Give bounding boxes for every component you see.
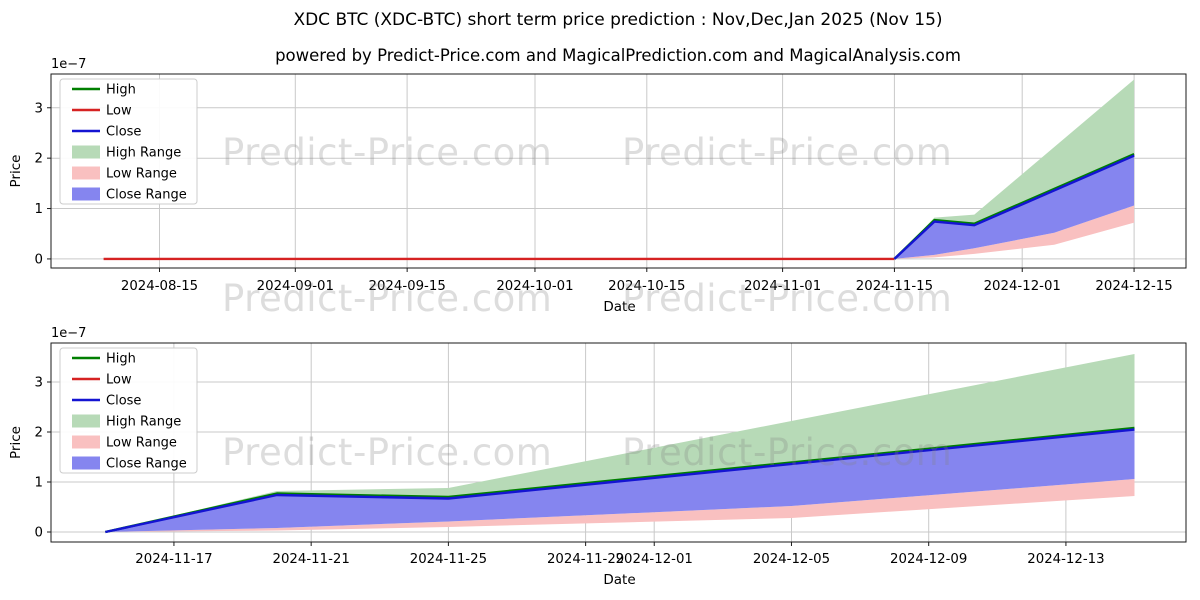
y-tick-label: 3	[35, 101, 43, 116]
x-tick-label: 2024-12-01	[984, 279, 1061, 294]
y-offset-label: 1e−7	[51, 57, 86, 72]
legend-label: High Range	[106, 415, 181, 430]
y-axis-label: Price	[8, 426, 24, 459]
x-tick-label: 2024-12-15	[1095, 279, 1172, 294]
y-tick-label: 1	[35, 476, 43, 491]
x-tick-label: 2024-12-09	[890, 552, 967, 567]
legend-patch-swatch	[72, 145, 100, 159]
x-tick-label: 2024-11-21	[273, 552, 350, 567]
legend-box	[59, 347, 198, 474]
legend-label: Close	[106, 394, 141, 409]
legend-label: Low	[106, 373, 132, 388]
chart-title: XDC BTC (XDC-BTC) short term price predi…	[293, 10, 943, 30]
legend-label: Low	[106, 104, 132, 119]
legend-label: High Range	[106, 146, 181, 161]
x-tick-label: 2024-12-01	[616, 552, 693, 567]
high-range-band	[894, 79, 1135, 259]
y-tick-label: 0	[35, 526, 43, 541]
legend-label: Low Range	[106, 436, 177, 451]
y-tick-label: 1	[35, 202, 43, 217]
y-tick-label: 3	[35, 376, 43, 391]
legend: High Low Close High Range Low Range Close Ran…	[59, 347, 198, 474]
x-tick-label: 2024-12-13	[1027, 552, 1104, 567]
y-axis-label: Price	[8, 155, 24, 188]
x-tick-label: 2024-10-15	[608, 279, 685, 294]
x-tick-label: 2024-12-05	[753, 552, 830, 567]
y-tick-label: 2	[35, 152, 43, 167]
x-tick-label: 2024-11-17	[135, 552, 212, 567]
close-range-band	[894, 155, 1135, 259]
high-range-band	[105, 354, 1135, 532]
low-range-band	[894, 205, 1135, 259]
x-tick-label: 2024-11-15	[856, 279, 933, 294]
legend-label: Close	[106, 125, 141, 140]
x-tick-label: 2024-11-29	[547, 552, 624, 567]
legend-patch-swatch	[72, 166, 100, 180]
y-tick-label: 0	[35, 252, 43, 267]
x-axis-label: Date	[603, 299, 635, 315]
x-tick-label: 2024-09-01	[257, 279, 334, 294]
legend-patch-swatch	[72, 414, 100, 428]
axes-frame	[50, 73, 1187, 269]
legend-label: Low Range	[106, 167, 177, 182]
legend-label: High	[106, 352, 136, 367]
low-range-band	[105, 479, 1135, 532]
plot-data-layer	[105, 354, 1135, 534]
close-line	[105, 428, 1135, 534]
chart-subtitle: powered by Predict-Price.com and Magical…	[275, 46, 961, 65]
x-axis-label: Date	[603, 572, 635, 588]
plot-data-layer	[103, 79, 1135, 261]
close-line	[893, 154, 1135, 260]
x-tick-label: 2024-11-25	[410, 552, 487, 567]
legend: High Low Close High Range Low Range Close Ran…	[59, 78, 198, 205]
legend-patch-swatch	[72, 456, 100, 470]
legend-label: Close Range	[106, 457, 187, 472]
legend-patch-swatch	[72, 187, 100, 201]
y-offset-label: 1e−7	[51, 326, 86, 341]
x-tick-label: 2024-11-01	[744, 279, 821, 294]
x-tick-label: 2024-10-01	[496, 279, 573, 294]
legend-label: High	[106, 83, 136, 98]
close-range-band	[105, 429, 1135, 532]
legend-patch-swatch	[72, 435, 100, 449]
y-tick-label: 2	[35, 426, 43, 441]
x-tick-label: 2024-09-15	[369, 279, 446, 294]
x-tick-label: 2024-08-15	[121, 279, 198, 294]
legend-label: Close Range	[106, 188, 187, 203]
axes-frame	[50, 342, 1187, 543]
